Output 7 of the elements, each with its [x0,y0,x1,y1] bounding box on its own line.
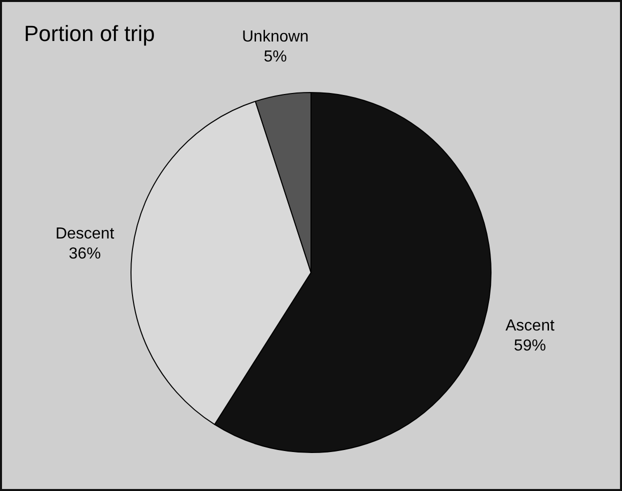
data-label: 5% [264,48,287,66]
data-label: 59% [514,338,546,355]
chart-title: Portion of trip [24,21,155,46]
slice-label: Unknown [242,28,309,46]
data-label: 36% [68,245,101,262]
slice-label: Ascent [505,318,555,335]
slice-label: Descent [55,225,115,242]
